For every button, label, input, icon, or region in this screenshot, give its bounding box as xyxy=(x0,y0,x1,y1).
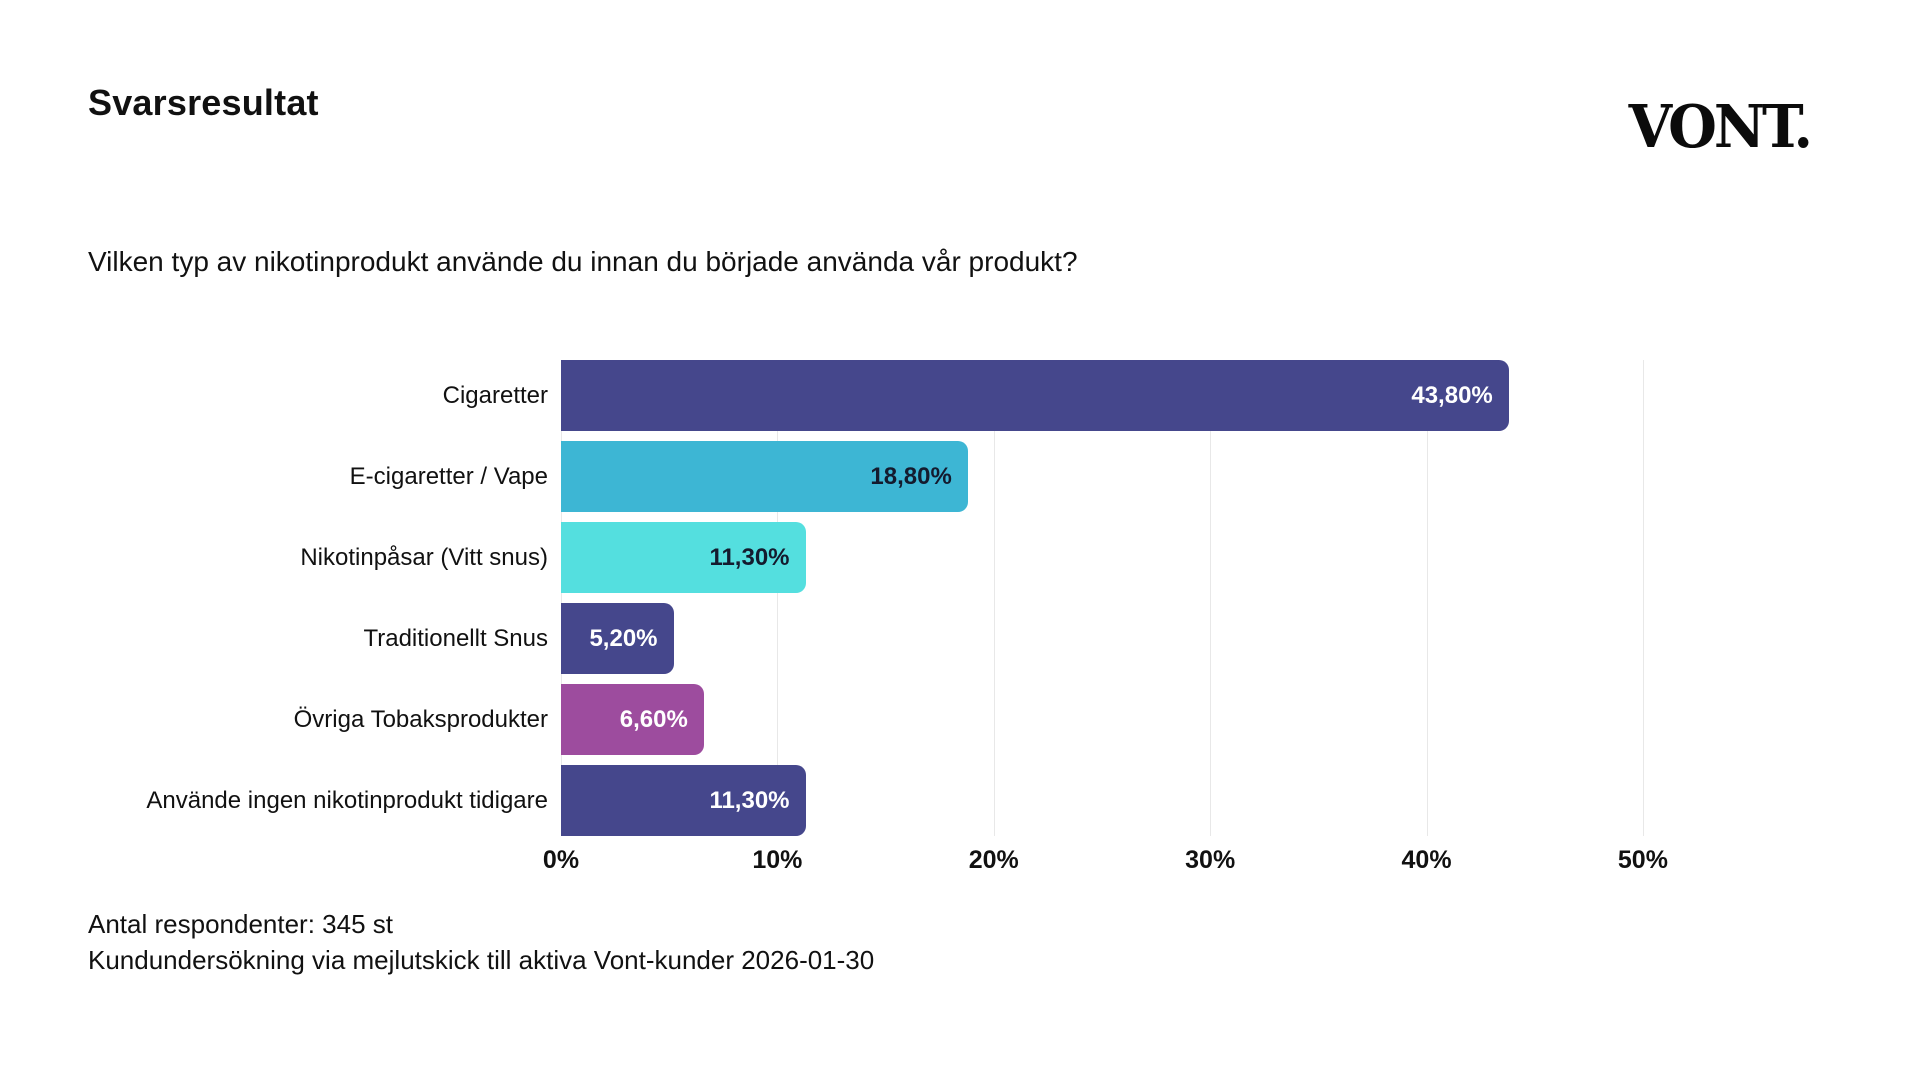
bar-row: 18,80% xyxy=(561,441,1723,512)
bar-row: 6,60% xyxy=(561,684,1723,755)
bar-row: 11,30% xyxy=(561,522,1723,593)
bar-value-label: 18,80% xyxy=(870,462,952,490)
survey-method-note: Kundundersökning via mejlutskick till ak… xyxy=(88,945,875,976)
gridline xyxy=(993,360,995,836)
survey-question: Vilken typ av nikotinprodukt använde du … xyxy=(88,246,1078,277)
bar-row: 5,20% xyxy=(561,603,1723,674)
x-tick-label: 50% xyxy=(1617,846,1668,874)
category-label: Nikotinpåsar (Vitt snus) xyxy=(300,543,548,571)
bar: 11,30% xyxy=(561,522,806,593)
category-label: Cigaretter xyxy=(442,381,548,409)
bar-value-label: 5,20% xyxy=(589,624,658,652)
x-tick-label: 40% xyxy=(1401,846,1452,874)
respondents-note: Antal respondenter: 345 st xyxy=(88,909,393,939)
bar-value-label: 43,80% xyxy=(1411,381,1493,409)
bar-value-label: 11,30% xyxy=(709,786,790,814)
gridline xyxy=(1642,360,1644,836)
category-label: Använde ingen nikotinprodukt tidigare xyxy=(146,786,548,814)
category-label: Traditionellt Snus xyxy=(363,624,548,652)
bar: 5,20% xyxy=(561,603,674,674)
x-tick-label: 20% xyxy=(968,846,1019,874)
footer: Antal respondenter: 345 st Kundundersökn… xyxy=(88,906,874,979)
x-axis: 0% 10% 20% 30% 40% 50% xyxy=(543,846,1723,880)
bar: 11,30% xyxy=(561,765,806,836)
plot-area: 43,80% 18,80% 11,30% 5,20% 6,60% 11,30% xyxy=(561,360,1723,836)
gridline xyxy=(777,360,779,836)
page-title: Svarsresultat xyxy=(88,82,319,123)
gridline xyxy=(1210,360,1212,836)
bar-value-label: 11,30% xyxy=(709,543,790,571)
bar-row: 11,30% xyxy=(561,765,1723,836)
x-tick-label: 0% xyxy=(542,846,580,874)
x-tick-label: 30% xyxy=(1185,846,1236,874)
bar-value-label: 6,60% xyxy=(619,705,688,733)
bar-row: 43,80% xyxy=(561,360,1723,431)
category-label: Övriga Tobaksprodukter xyxy=(293,705,548,733)
gridline xyxy=(561,360,562,836)
bar: 43,80% xyxy=(561,360,1509,431)
category-label: E-cigaretter / Vape xyxy=(349,462,548,490)
bar: 6,60% xyxy=(561,684,704,755)
gridline xyxy=(1426,360,1428,836)
bar: 18,80% xyxy=(561,441,968,512)
vont-logo: VONT. xyxy=(1628,92,1813,162)
x-tick-label: 10% xyxy=(752,846,803,874)
category-axis: Cigaretter E-cigaretter / Vape Nikotinpåsa… xyxy=(88,360,548,836)
